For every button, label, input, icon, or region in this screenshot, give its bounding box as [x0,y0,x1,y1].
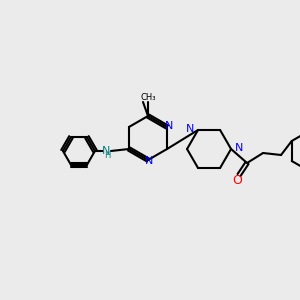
Text: N: N [235,143,243,153]
Text: H: H [104,152,110,160]
Text: O: O [232,173,242,187]
Text: N: N [102,146,110,156]
Text: N: N [165,121,173,131]
Text: N: N [145,156,153,166]
Text: CH₃: CH₃ [140,94,156,103]
Text: N: N [186,124,194,134]
